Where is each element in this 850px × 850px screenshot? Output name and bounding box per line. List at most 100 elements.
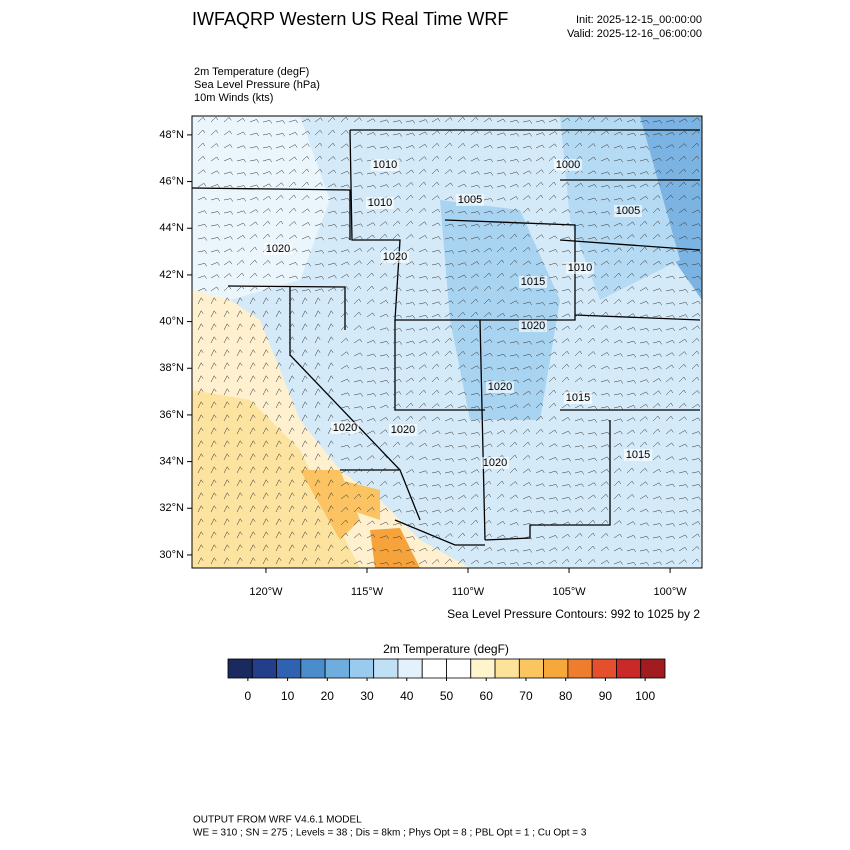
wind-barb (392, 354, 403, 358)
wind-barb (366, 393, 377, 397)
wind-barb (600, 171, 610, 176)
wind-barb (639, 467, 648, 474)
wind-barb (574, 223, 584, 228)
wind-barb (470, 285, 479, 292)
wind-barb (600, 468, 610, 474)
wind-barb (509, 508, 519, 513)
wind-barb (626, 507, 635, 513)
wind-barb (613, 353, 623, 357)
wind-barb (379, 480, 388, 487)
wind-barb (431, 416, 440, 422)
wind-barb (405, 510, 416, 514)
wind-barb (262, 362, 269, 370)
wind-barb (522, 428, 531, 435)
wind-barb (626, 286, 635, 292)
field-label: 10m Winds (kts) (194, 92, 273, 104)
wind-barb (314, 142, 323, 149)
wind-barb (314, 155, 323, 162)
wind-barb (223, 323, 230, 331)
wind-barb (652, 194, 661, 201)
wind-barb (678, 235, 688, 240)
wind-barb (457, 324, 466, 331)
wind-barb (561, 444, 571, 448)
wind-barb (613, 455, 622, 461)
wind-barb (678, 276, 689, 280)
wind-barb (522, 182, 531, 188)
contour-label-bg (566, 262, 594, 274)
wind-barb (275, 336, 282, 344)
wind-barb (535, 119, 545, 124)
wind-barb (483, 272, 492, 279)
wind-barb (574, 275, 584, 279)
wind-barb (249, 272, 258, 279)
wind-barb (600, 493, 609, 500)
wind-barb (210, 453, 217, 461)
wind-barb (392, 133, 403, 137)
wind-barb (327, 197, 337, 201)
wind-barb (665, 510, 676, 514)
wind-barb (522, 120, 533, 124)
wind-barb (535, 455, 545, 461)
wind-barb (483, 247, 492, 253)
wind-barb (600, 352, 610, 357)
wind-barb (275, 182, 284, 188)
wind-barb (678, 338, 688, 344)
wind-barb (678, 484, 689, 488)
wind-barb (236, 310, 243, 318)
wind-barb (691, 155, 700, 162)
wind-barb (249, 479, 256, 487)
wind-barb (496, 353, 506, 358)
wind-barb (678, 534, 688, 539)
wind-barb (587, 184, 597, 188)
wind-barb (496, 209, 506, 214)
wind-barb (561, 313, 571, 318)
wind-barb (379, 467, 388, 474)
contour-label: 1010 (568, 262, 592, 274)
wind-barb (210, 531, 217, 539)
wind-barb (197, 210, 207, 214)
wind-barb (457, 482, 467, 487)
wind-barb (366, 185, 377, 189)
wind-barb (353, 130, 363, 136)
wind-barb (470, 546, 479, 552)
wind-barb (366, 405, 376, 410)
wind-barb (249, 518, 256, 526)
lat-label: 38°N (159, 362, 184, 374)
contour-label: 1020 (521, 320, 545, 332)
wind-barb (457, 116, 466, 123)
wind-barb (249, 132, 259, 137)
wind-barb (314, 323, 321, 331)
wind-barb (236, 285, 245, 292)
wind-barb (275, 220, 284, 227)
wind-barb (587, 519, 596, 526)
wind-barb (366, 467, 375, 474)
wind-barb (327, 224, 338, 228)
wind-barb (223, 557, 230, 565)
wind-barb (366, 247, 375, 253)
wind-barb (457, 558, 466, 565)
wind-barb (639, 508, 649, 513)
wind-barb (431, 168, 440, 175)
wind-barb (483, 198, 494, 202)
wind-barb (678, 402, 687, 409)
wind-barb (587, 170, 597, 175)
wind-barb (600, 519, 609, 526)
wind-barb (548, 510, 559, 514)
wind-barb (197, 310, 204, 318)
wind-barb (431, 142, 440, 149)
wind-barb (418, 143, 428, 149)
wind-barb (314, 195, 324, 201)
wind-barb (470, 432, 481, 436)
wind-barb (392, 146, 403, 150)
wind-barb (483, 339, 493, 344)
wind-barb (340, 211, 351, 215)
wind-barb (366, 145, 376, 150)
wind-barb (691, 417, 701, 422)
wind-barb (262, 518, 269, 526)
wind-barb (496, 118, 506, 123)
wind-barb (288, 505, 295, 513)
wind-barb (353, 546, 362, 552)
wind-barb (288, 131, 298, 136)
wind-barb (431, 509, 441, 514)
wind-barb (327, 310, 334, 318)
